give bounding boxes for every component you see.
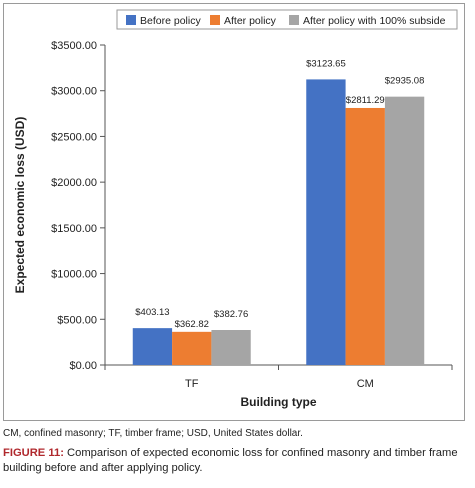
legend-box bbox=[116, 9, 458, 30]
y-tick-label: $2000.00 bbox=[51, 177, 97, 189]
y-tick-label: $3500.00 bbox=[51, 40, 97, 52]
legend-swatch bbox=[289, 15, 299, 25]
y-axis-title: Expected economic loss (USD) bbox=[13, 117, 27, 294]
data-label: $3123.65 bbox=[306, 58, 346, 69]
y-tick-label: $3000.00 bbox=[51, 86, 97, 98]
bar bbox=[211, 330, 251, 365]
bar bbox=[132, 328, 173, 365]
figure-caption: FIGURE 11: Comparison of expected econom… bbox=[3, 446, 473, 476]
y-tick-label: $2500.00 bbox=[51, 131, 97, 143]
data-label: $403.13 bbox=[135, 307, 169, 318]
data-label: $2935.08 bbox=[385, 76, 425, 87]
x-axis-title: Building type bbox=[241, 395, 317, 409]
legend-label: Before policy bbox=[140, 15, 201, 27]
bar bbox=[306, 79, 346, 365]
y-axis: $0.00 $500.00 $1000.00 $1500.00 $2000.00 $250… bbox=[51, 40, 106, 372]
bar-chart: Before policy After policy After policy wi… bbox=[13, 9, 458, 409]
x-tick-label: TF bbox=[185, 378, 199, 390]
y-tick-label: $500.00 bbox=[57, 314, 97, 326]
bar bbox=[172, 331, 212, 365]
figure-footnote: CM, confined masonry; TF, timber frame; … bbox=[3, 428, 303, 439]
legend-label: After policy bbox=[224, 15, 277, 27]
y-tick-label: $0.00 bbox=[69, 360, 97, 372]
figure-id: FIGURE 11: bbox=[3, 447, 64, 459]
data-label: $2811.29 bbox=[346, 95, 385, 106]
legend-swatch bbox=[126, 15, 136, 25]
bars: $403.13 $362.82 $382.76 $3123.65 $2811.29$29… bbox=[132, 58, 425, 365]
x-axis: TF CM bbox=[104, 364, 453, 390]
y-tick-label: $1000.00 bbox=[51, 269, 97, 281]
legend: Before policy After policy After policy wi… bbox=[116, 9, 458, 30]
data-label: $382.76 bbox=[214, 309, 248, 320]
data-label: $362.82 bbox=[175, 319, 209, 330]
legend-label: After policy with 100% subside bbox=[303, 15, 446, 27]
y-tick-label: $1500.00 bbox=[51, 223, 97, 235]
x-tick-label: CM bbox=[357, 378, 374, 390]
legend-swatch bbox=[210, 15, 220, 25]
caption-text: Comparison of expected economic loss for… bbox=[3, 447, 458, 474]
bar bbox=[345, 107, 385, 365]
bar bbox=[384, 96, 425, 365]
